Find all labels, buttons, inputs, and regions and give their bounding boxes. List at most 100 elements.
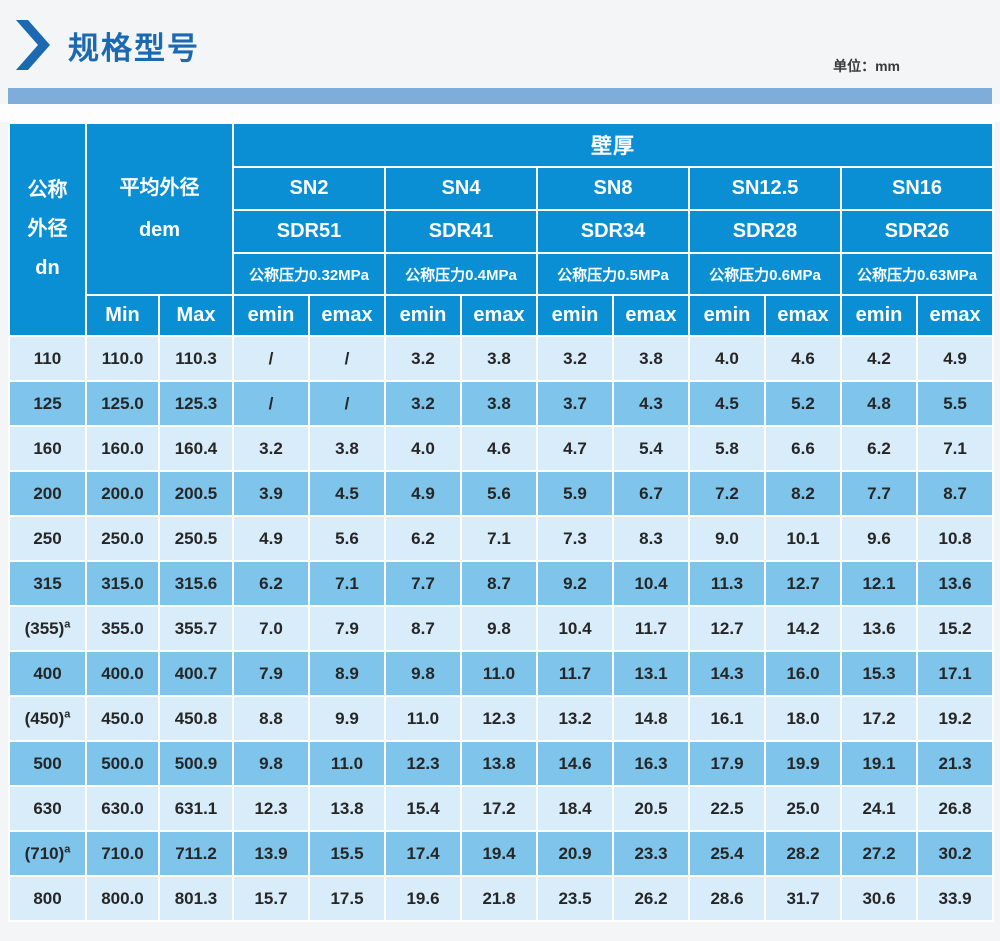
- table-row: 250 250.0 250.5 4.9 5.6 6.2 7.1 7.3 8.3 9.0 10.1 9.…: [8, 515, 995, 562]
- thickness-cell: 8.8: [232, 695, 310, 742]
- thickness-cell: 12.7: [764, 560, 842, 607]
- header-row-sdr: SDR51 SDR41 SDR34 SDR28 SDR26: [9, 209, 995, 254]
- thickness-cell: 12.1: [840, 560, 918, 607]
- spacer: [0, 104, 1000, 122]
- thickness-cell: 4.0: [384, 425, 462, 472]
- thickness-cell: 27.2: [840, 830, 918, 877]
- thickness-cell: 22.5: [688, 785, 766, 832]
- thickness-cell: /: [308, 380, 386, 427]
- thickness-cell: 7.9: [308, 605, 386, 652]
- col-header-dn: 公称 外径 dn: [8, 122, 87, 337]
- pressure-header-3: 公称压力0.5MPa: [536, 252, 690, 296]
- thickness-cell: 3.8: [308, 425, 386, 472]
- thickness-cell: 28.2: [764, 830, 842, 877]
- thickness-cell: 4.5: [308, 470, 386, 517]
- thickness-cell: 4.5: [688, 380, 766, 427]
- thickness-cell: 13.6: [915, 560, 995, 607]
- sn-header-2: SN4: [384, 166, 538, 211]
- max-cell: 160.4: [158, 425, 234, 472]
- unit-label: 单位：mm: [833, 58, 900, 74]
- thickness-cell: 17.2: [840, 695, 918, 742]
- thickness-cell: 30.2: [915, 830, 995, 877]
- thickness-cell: 7.1: [460, 515, 538, 562]
- dn-header-line: 公称: [27, 179, 68, 201]
- sdr-header-5: SDR26: [839, 209, 995, 254]
- max-cell: 110.3: [158, 335, 234, 382]
- thickness-cell: 8.7: [460, 560, 538, 607]
- thickness-cell: 9.6: [840, 515, 918, 562]
- thickness-cell: 3.7: [536, 380, 614, 427]
- dn-cell: 630: [8, 785, 87, 832]
- thickness-cell: 11.3: [688, 560, 766, 607]
- thickness-cell: 6.2: [232, 560, 310, 607]
- thickness-cell: 4.2: [840, 335, 918, 382]
- thickness-cell: 25.0: [764, 785, 842, 832]
- thickness-cell: 4.7: [536, 425, 614, 472]
- chevron-right-icon: [14, 18, 52, 72]
- emin-header-4: emin: [688, 294, 766, 337]
- max-cell: 355.7: [158, 605, 234, 652]
- thickness-cell: 5.6: [460, 470, 538, 517]
- dn-cell: 125: [8, 380, 87, 427]
- thickness-cell: 4.3: [612, 380, 690, 427]
- thickness-cell: 17.4: [384, 830, 462, 877]
- thickness-cell: 17.5: [308, 875, 386, 922]
- max-cell: 250.5: [158, 515, 234, 562]
- header-row-pressure: 公称压力0.32MPa 公称压力0.4MPa 公称压力0.5MPa 公称压力0.6MP…: [9, 252, 995, 296]
- min-cell: 250.0: [85, 515, 160, 562]
- thickness-cell: 23.5: [536, 875, 614, 922]
- emin-header-2: emin: [384, 294, 462, 337]
- thickness-cell: 4.9: [232, 515, 310, 562]
- thickness-cell: 10.1: [764, 515, 842, 562]
- thickness-cell: 16.0: [764, 650, 842, 697]
- thickness-cell: 12.7: [688, 605, 766, 652]
- dn-cell: 800: [8, 875, 87, 922]
- pressure-header-4: 公称压力0.6MPa: [688, 252, 842, 296]
- thickness-cell: 6.7: [612, 470, 690, 517]
- thickness-cell: 8.3: [612, 515, 690, 562]
- thickness-cell: 9.8: [460, 605, 538, 652]
- thickness-cell: 16.3: [612, 740, 690, 787]
- thickness-cell: 3.8: [460, 335, 538, 382]
- max-cell: 200.5: [158, 470, 234, 517]
- table-row: (355)a 355.0 355.7 7.0 7.9 8.7 9.8 10.4 11.7 12.7…: [8, 605, 995, 652]
- min-cell: 500.0: [85, 740, 160, 787]
- thickness-cell: 28.6: [688, 875, 766, 922]
- thickness-cell: 12.3: [384, 740, 462, 787]
- table-row: 400 400.0 400.7 7.9 8.9 9.8 11.0 11.7 13.1 14.3 16…: [8, 650, 995, 697]
- decorative-blue-bar: [8, 88, 992, 104]
- thickness-cell: 4.9: [915, 335, 995, 382]
- thickness-cell: 10.8: [915, 515, 995, 562]
- emax-header-5: emax: [915, 294, 995, 337]
- thickness-cell: 5.8: [688, 425, 766, 472]
- emax-header-3: emax: [612, 294, 690, 337]
- thickness-cell: 5.2: [764, 380, 842, 427]
- thickness-cell: 3.2: [536, 335, 614, 382]
- dn-cell: 315: [8, 560, 87, 607]
- thickness-cell: 4.6: [764, 335, 842, 382]
- min-cell: 450.0: [85, 695, 160, 742]
- col-header-wall-thickness: 壁厚: [231, 122, 995, 168]
- thickness-cell: 5.9: [536, 470, 614, 517]
- thickness-cell: 8.9: [308, 650, 386, 697]
- thickness-cell: 9.0: [688, 515, 766, 562]
- thickness-cell: 10.4: [612, 560, 690, 607]
- max-cell: 125.3: [158, 380, 234, 427]
- thickness-cell: 3.8: [612, 335, 690, 382]
- thickness-cell: 13.2: [536, 695, 614, 742]
- sn-header-5: SN16: [839, 166, 995, 211]
- thickness-cell: 12.3: [460, 695, 538, 742]
- dem-header-line: dem: [138, 219, 181, 241]
- table-row: 630 630.0 631.1 12.3 13.8 15.4 17.2 18.4 20.5 22.…: [8, 785, 995, 832]
- thickness-cell: 7.0: [232, 605, 310, 652]
- emin-header-5: emin: [840, 294, 918, 337]
- table-row: 125 125.0 125.3//3.2 3.8 3.7 4.3 4.5 5.2 4.8 5.5: [8, 380, 995, 427]
- emin-header-1: emin: [232, 294, 310, 337]
- thickness-cell: 19.4: [460, 830, 538, 877]
- thickness-cell: 3.2: [232, 425, 310, 472]
- emax-header-1: emax: [308, 294, 386, 337]
- thickness-cell: 14.3: [688, 650, 766, 697]
- dn-cell: 160: [8, 425, 87, 472]
- dn-header-line: 外径: [27, 218, 68, 240]
